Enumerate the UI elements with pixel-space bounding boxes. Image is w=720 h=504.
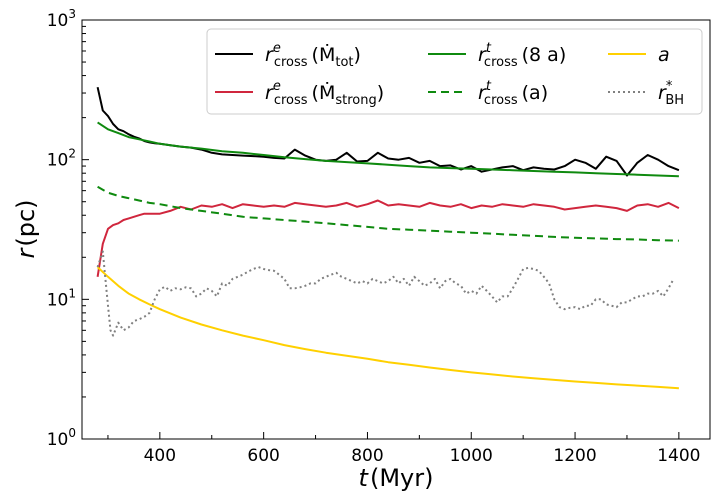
series-line-a [96, 266, 679, 390]
axes-layer: 400 600 800 1000 1200 1400 100 101 102 103 [47, 7, 701, 466]
x-tick-label: 600 [247, 446, 279, 466]
x-axis-label: t(Myr) [359, 464, 434, 492]
series-line-r_cross_t_a [97, 185, 679, 242]
y-tick-label: 101 [47, 286, 76, 310]
x-tick-label: 1000 [450, 446, 493, 466]
series-line-r_bh_star [96, 250, 675, 337]
legend-box [206, 28, 703, 115]
series-line-r_cross_t_8a [97, 121, 679, 178]
legend-label-a: a [658, 44, 670, 66]
x-tick-label: 800 [351, 446, 383, 466]
series-line-r_cross_e_mdot_strong [96, 199, 680, 277]
x-tick-label: 1200 [553, 446, 596, 466]
legend: re cross (Ṁtot) re cross (Ṁstrong) rt cross (8 a… [206, 28, 703, 115]
legend-label-r_bh_star: r* BH [658, 79, 684, 108]
plot-frame [81, 19, 711, 440]
legend-label-r_cross_e_mdot_strong: re cross (Ṁstrong) [265, 79, 384, 108]
legend-label-r_cross_e_mdot_tot: re cross (Ṁtot) [265, 41, 361, 70]
x-tick-label: 400 [144, 446, 176, 466]
legend-label-r_cross_t_8a: rt cross (8 a) [478, 41, 566, 70]
y-axis-label: r(pc) [12, 199, 40, 258]
y-tick-label: 102 [47, 147, 76, 171]
series-layer [96, 86, 680, 390]
legend-label-r_cross_t_a: rt cross (a) [478, 79, 548, 108]
y-tick-label: 100 [47, 426, 76, 450]
y-tick-label: 103 [47, 7, 76, 31]
x-tick-label: 1400 [657, 446, 700, 466]
